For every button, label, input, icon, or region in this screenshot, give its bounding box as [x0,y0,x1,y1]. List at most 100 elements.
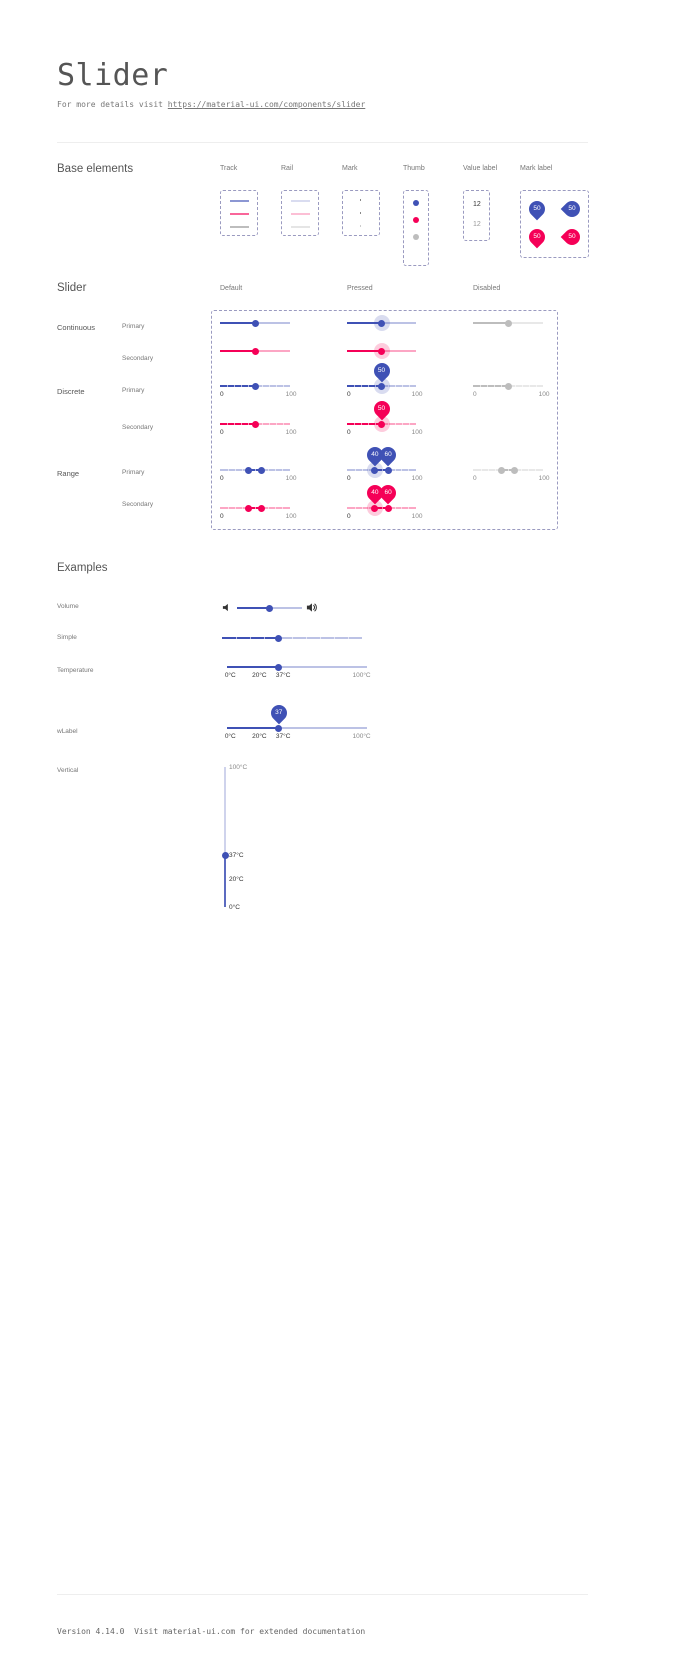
slider[interactable]: 0 100 [473,466,550,482]
slider-thumb[interactable] [275,724,283,732]
slider-tick-mark [407,507,409,509]
slider[interactable] [347,315,416,331]
slider-tick-mark [276,423,277,425]
slider-thumb[interactable] [266,604,273,612]
slider[interactable]: 37 0°C 20°C 37°C 100°C [225,701,371,740]
value-label: 50 [377,405,386,412]
slider-thumb[interactable] [497,466,505,474]
slider-thumb[interactable] [378,347,385,355]
slider-track [473,322,508,324]
slider-tick-mark [367,385,369,387]
slider-thumb[interactable] [251,347,259,355]
slider[interactable] [220,347,290,355]
slider[interactable] [220,319,290,327]
volume-up-icon [306,603,317,612]
mark-label-sample-box: 50 50 50 50 [520,190,589,258]
mark-label: 100 [285,475,297,482]
slider-tick-mark [360,385,362,387]
thumb-secondary [413,217,419,223]
slider-tick-mark [255,507,256,509]
slider-thumb[interactable] [504,382,512,390]
slider-tick-mark [515,385,516,387]
slider-track [220,322,255,324]
slider-tick-mark [250,637,251,639]
slider-thumb[interactable] [221,851,229,859]
slider-tick-mark [334,637,335,639]
example-vertical-label: Vertical [57,767,79,774]
slider-thumb[interactable] [251,319,259,327]
slider[interactable] [237,604,302,612]
slider-thumb[interactable] [511,466,519,474]
slider-tick-mark [234,423,235,425]
col-disabled: Disabled [473,285,501,292]
slider-thumb[interactable] [244,504,252,512]
slider-thumb[interactable] [371,466,379,474]
mark-label: 0 [220,391,224,398]
mark-label: 100 [285,429,297,436]
mark-label: 37°C [229,852,244,860]
rail-primary [291,200,310,202]
variant-primary: Primary [122,323,145,330]
slider[interactable]: 50 0 100 [347,359,423,398]
slider-thumb[interactable] [378,382,385,390]
slider-thumb[interactable] [258,504,266,512]
slider-thumb[interactable] [251,420,259,428]
slider[interactable]: 0 100 [473,382,550,398]
example-temperature-label: Temperature [57,667,94,674]
slider-thumb[interactable] [275,663,283,671]
slider-thumb[interactable] [274,634,282,642]
mark-label: 100°C [352,672,371,679]
docs-link[interactable]: https://material-ui.com/components/slide… [167,100,366,109]
slider[interactable]: 0 100 [220,466,297,482]
slider[interactable] [473,319,543,327]
slider-track [220,385,255,387]
slider-track [248,469,262,471]
slider-tick-mark [234,507,236,509]
slider-track [237,607,270,609]
slider-thumb[interactable] [371,504,379,512]
slider[interactable]: 0 100 [220,420,297,436]
value-label-active: 12 [473,201,481,208]
slider-tick-mark [234,469,236,471]
slider-tick-mark [269,423,270,425]
slider-tick-mark [268,469,270,471]
slider-tick-mark [401,469,403,471]
variant-secondary: Secondary [122,501,154,508]
slider[interactable]: 0 100 [220,504,297,520]
col-mark: Mark [342,165,358,172]
slider-thumb[interactable] [384,504,392,512]
value-label: 60 [384,451,392,458]
slider[interactable] [222,634,362,642]
slider[interactable]: 50 0 100 [347,397,423,436]
slider[interactable] [347,343,416,359]
slider-tick-mark [320,637,321,639]
slider-thumb[interactable] [258,466,266,474]
slider-thumb[interactable] [378,420,385,428]
slider-tick-mark [368,469,370,471]
slider-thumb[interactable] [384,466,392,474]
slider-thumb[interactable] [251,382,259,390]
col-value-label: Value label [463,165,498,172]
slider-thumb[interactable] [504,319,512,327]
track-primary [230,200,249,202]
slider[interactable]: 40 60 0 100 [347,481,423,520]
examples-heading: Examples [57,562,108,574]
base-elements-heading: Base elements [57,163,134,175]
slider[interactable]: 0°C 20°C 37°C 100°C [225,663,371,679]
mark-label: 100 [285,513,297,520]
value-label: 60 [384,489,392,496]
footer-text: Version 4.14.0 Visit material-ui.com for… [57,1627,366,1636]
vertical-slider[interactable]: 100°C 37°C 20°C 0°C [221,764,247,911]
slider[interactable]: 0 100 [220,382,297,398]
slider-tick-mark [353,385,355,387]
value-label-sample-box: 12 12 [463,190,490,241]
slider[interactable]: 40 60 0 100 [347,443,423,482]
mark-primary [360,199,361,201]
slider-heading: Slider [57,282,87,294]
slider-tick-mark [508,469,509,471]
slider-tick-mark [268,507,270,509]
slider-thumb[interactable] [244,466,252,474]
slider-thumb[interactable] [378,319,385,327]
mark-label: 100 [538,475,550,482]
slider-tick-mark [228,507,230,509]
